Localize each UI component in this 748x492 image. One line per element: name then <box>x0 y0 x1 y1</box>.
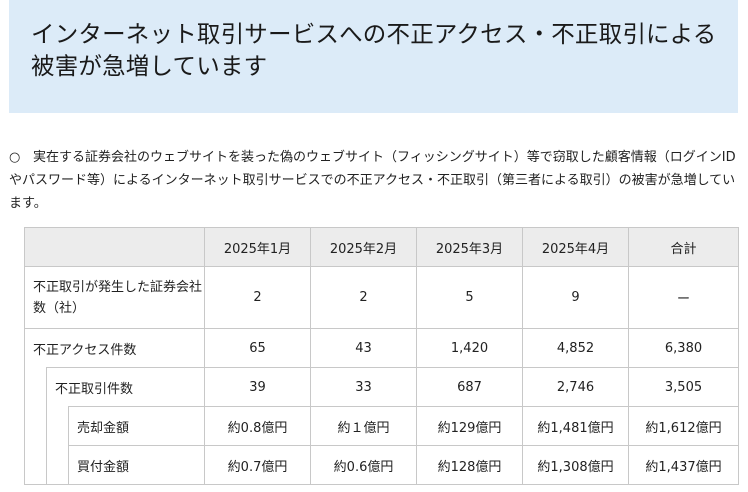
table-cell: 2,746 <box>522 367 630 407</box>
table-row: 不正アクセス件数 65 43 1,420 4,852 6,380 <box>23 328 740 368</box>
header-corner-cell <box>23 227 206 267</box>
table-cell: 43 <box>310 328 418 368</box>
table-cell: 33 <box>310 367 418 407</box>
table-cell: 5 <box>416 266 524 329</box>
table-cell: 約0.8億円 <box>204 406 312 446</box>
table-cell: 65 <box>204 328 312 368</box>
column-header: 2025年2月 <box>310 227 418 267</box>
table-cell: 4,852 <box>522 328 630 368</box>
header-row: 2025年1月 2025年2月 2025年3月 2025年4月 合計 <box>23 227 740 267</box>
indent-cell <box>46 445 69 485</box>
intro-paragraph: ○ 実在する証券会社のウェブサイトを装った偽のウェブサイト（フィッシングサイト）等… <box>9 146 739 215</box>
table-cell: 約128億円 <box>416 445 524 485</box>
title-banner: インターネット取引サービスへの不正アクセス・不正取引による被害が急増しています <box>9 0 738 113</box>
row-label: 売却金額 <box>67 406 206 446</box>
table-cell: 687 <box>416 367 524 407</box>
table-cell: 9 <box>522 266 630 329</box>
indent-cell <box>24 445 47 485</box>
column-header: 2025年1月 <box>204 227 312 267</box>
bullet-marker: ○ <box>9 150 21 165</box>
table-cell: 約1,612億円 <box>628 406 740 446</box>
table-cell: 6,380 <box>628 328 740 368</box>
table-cell: 2 <box>310 266 418 329</box>
indent-cell <box>24 406 47 446</box>
table-cell: 約1,481億円 <box>522 406 630 446</box>
table-cell: 約1,437億円 <box>628 445 740 485</box>
page-title: インターネット取引サービスへの不正アクセス・不正取引による被害が急増しています <box>31 20 717 80</box>
row-label: 不正取引件数 <box>45 367 206 407</box>
column-header: 合計 <box>628 227 740 267</box>
intro-text: 実在する証券会社のウェブサイトを装った偽のウェブサイト（フィッシングサイト）等で… <box>9 150 736 211</box>
table-cell: 2 <box>204 266 312 329</box>
column-header: 2025年4月 <box>522 227 630 267</box>
table-cell: 約１億円 <box>310 406 418 446</box>
table-cell: 1,420 <box>416 328 524 368</box>
damage-statistics-table: 2025年1月 2025年2月 2025年3月 2025年4月 合計 不正取引が… <box>23 227 740 485</box>
table-cell: ー <box>628 266 740 329</box>
table-row: 不正取引が発生した証券会社数（社） 2 2 5 9 ー <box>23 266 740 329</box>
indent-cell <box>46 406 69 446</box>
table-cell: 約129億円 <box>416 406 524 446</box>
table-row: 買付金額 約0.7億円 約0.6億円 約128億円 約1,308億円 約1,43… <box>24 445 740 485</box>
table-cell: 約1,308億円 <box>522 445 630 485</box>
table-row: 不正取引件数 39 33 687 2,746 3,505 <box>24 367 740 407</box>
table-row: 売却金額 約0.8億円 約１億円 約129億円 約1,481億円 約1,612億… <box>24 406 740 446</box>
table-cell: 約0.6億円 <box>310 445 418 485</box>
row-label: 不正アクセス件数 <box>23 328 206 368</box>
row-label: 買付金額 <box>67 445 206 485</box>
row-label: 不正取引が発生した証券会社数（社） <box>23 266 206 329</box>
indent-cell <box>24 367 47 407</box>
table-cell: 39 <box>204 367 312 407</box>
table-cell: 3,505 <box>628 367 740 407</box>
table-cell: 約0.7億円 <box>204 445 312 485</box>
column-header: 2025年3月 <box>416 227 524 267</box>
